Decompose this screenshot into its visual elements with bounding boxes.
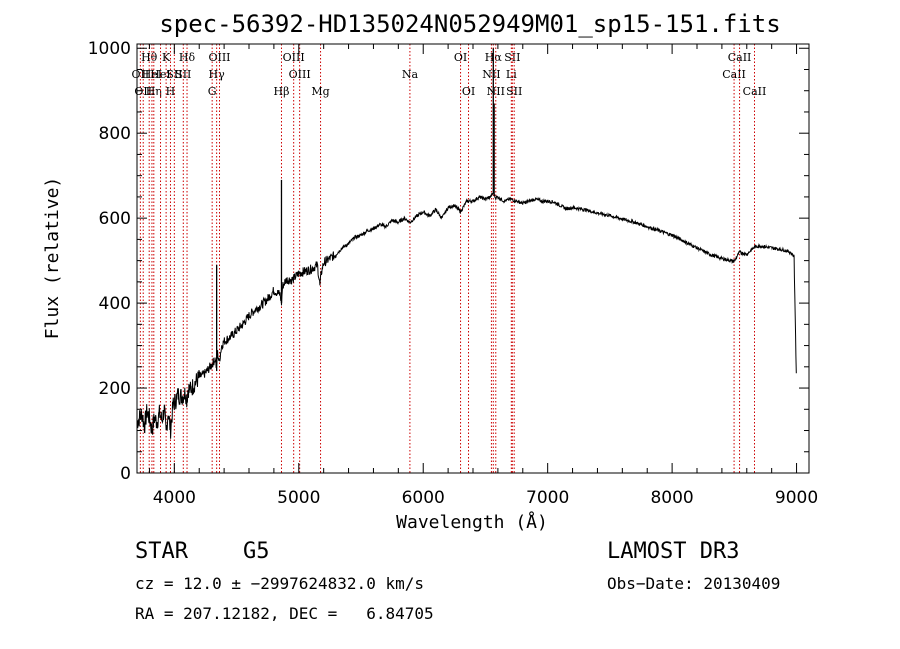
marker-label: SII [506,85,522,98]
marker-label: OI [462,85,475,98]
marker-label: Na [402,68,419,81]
line-markers: OIIOIIHθHeIHηHeIKHSIISIIHδGHγOIIIHβOIIIO… [132,44,767,473]
marker-label: OI [454,51,467,64]
marker-label: SII [166,68,182,81]
y-tick-label: 200 [99,379,131,399]
y-tick-label: 0 [120,464,131,484]
x-axis-label: Wavelength (Å) [396,511,548,533]
x-tick-label: 9000 [775,488,818,508]
marker-label: OIII [283,51,305,64]
marker-label: NII [482,68,500,81]
marker-label: CaII [728,51,752,64]
marker-label: CaII [743,85,767,98]
object-subclass: G5 [243,539,270,564]
obs-date: Obs−Date: 20130409 [607,574,781,593]
marker-label: Hη [146,85,162,98]
plot-frame [136,43,810,474]
marker-label: OII [132,68,150,81]
marker-label: OIII [289,68,311,81]
marker-label: SII [175,68,191,81]
marker-label: OII [134,85,152,98]
marker-label: CaII [722,68,746,81]
marker-label: OIII [208,51,230,64]
x-tick-label: 4000 [153,488,196,508]
marker-label: K [162,51,171,64]
y-tick-label: 400 [99,294,131,314]
survey-label: LAMOST DR3 [607,539,740,564]
x-tick-label: 7000 [526,488,569,508]
redshift-text: cz = 12.0 ± −2997624832.0 km/s [135,574,424,593]
spectrum-group [136,48,797,439]
marker-label: NII [487,85,505,98]
x-tick-label: 6000 [402,488,445,508]
marker-label: HeI [150,68,170,81]
marker-label: Hβ [274,85,290,98]
y-tick-label: 1000 [88,39,131,59]
y-axis-label: Flux (relative) [42,177,63,340]
spectrum-line [136,191,797,439]
marker-label: Hθ [141,51,158,64]
marker-label: HeI [142,68,162,81]
y-tick-label: 800 [99,124,131,144]
marker-label: Hγ [209,68,226,81]
x-tick-label: 8000 [650,488,693,508]
marker-label: Li [506,68,517,81]
marker-label: G [208,85,217,98]
x-tick-label: 5000 [277,488,320,508]
marker-label: Mg [311,85,329,98]
object-class: STAR [135,539,188,564]
axis-ticks: 4000 5000 6000 7000 8000 9000 0 200 400 600 800 100… [88,39,818,508]
marker-label: Hδ [179,51,196,64]
chart-title: spec-56392-HD135024N052949M01_sp15-151.f… [159,10,780,38]
marker-label: H [166,85,176,98]
coordinates: RA = 207.12182, DEC = 6.84705 [135,604,434,623]
y-tick-label: 600 [99,209,131,229]
marker-label: SII [504,51,520,64]
